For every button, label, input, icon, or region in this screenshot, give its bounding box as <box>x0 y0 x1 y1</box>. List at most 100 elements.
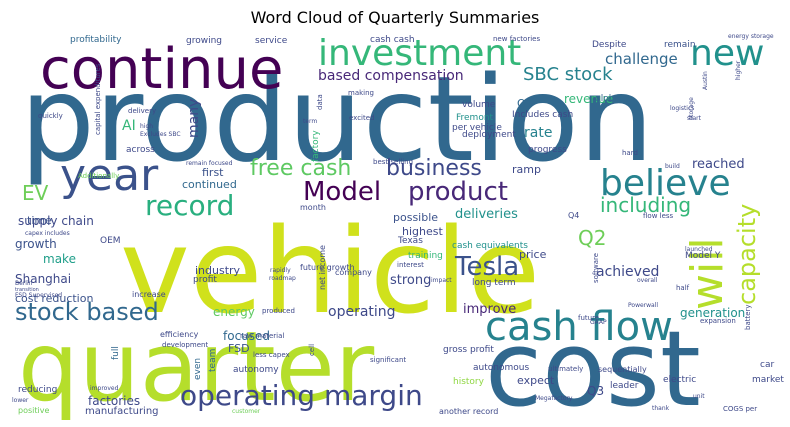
word-additionally: Additionally <box>78 172 119 180</box>
word-generation: generation <box>680 306 745 320</box>
word-customer: customer <box>232 408 261 415</box>
word-fsd-supervised: FSD Supervised <box>15 292 62 299</box>
word-per-vehicle: per vehicle <box>452 123 502 133</box>
word-build: build <box>665 163 680 170</box>
word-rate: rate <box>524 125 552 141</box>
word-price: price <box>519 248 547 261</box>
word-stock-based: stock based <box>15 298 159 326</box>
word-manufacturing: manufacturing <box>85 406 159 417</box>
word-another-record: another record <box>439 407 498 416</box>
word-high: high <box>140 123 153 130</box>
word-leader: leader <box>610 381 639 391</box>
word-business: business <box>386 156 482 181</box>
word-austin: Austin <box>702 71 709 90</box>
word-full: full <box>111 346 121 360</box>
word-new: new <box>690 33 764 74</box>
chart-title: Word Cloud of Quarterly Summaries <box>250 8 540 27</box>
word-many: many <box>186 99 202 138</box>
word-continue: continue <box>40 37 284 102</box>
word-despite: Despite <box>592 40 627 50</box>
word-positive: positive <box>18 406 49 415</box>
word-year: year <box>60 150 159 201</box>
word-sequentially: sequentially <box>598 365 647 374</box>
word-interest: interest <box>397 261 424 269</box>
word-future: future <box>578 314 599 322</box>
word-progress: progress <box>528 145 567 155</box>
word-time: time <box>27 214 52 227</box>
word-reached: reached <box>692 157 745 172</box>
word-texas: Texas <box>397 236 423 246</box>
word-model: Model <box>303 177 381 207</box>
word-highest: highest <box>402 225 443 238</box>
word-company: company <box>335 268 372 277</box>
word-improved: improved <box>90 385 119 392</box>
word-car: car <box>760 360 774 370</box>
word-delivery: delivery <box>128 107 156 115</box>
word-cell: cell <box>308 344 316 356</box>
word-tesla: Tesla <box>454 252 519 282</box>
word-possible: possible <box>393 211 438 224</box>
word-ramp: ramp <box>512 163 541 176</box>
word-long-term: long term <box>472 278 516 288</box>
word-excited: excited <box>349 114 375 122</box>
word-market: market <box>752 375 784 385</box>
word-deliveries: deliveries <box>455 207 518 222</box>
word-service: service <box>255 36 288 46</box>
word-factory: factory <box>311 130 321 162</box>
word-significant: significant <box>370 356 406 364</box>
word-launched: launched <box>685 246 713 253</box>
word-fremont: Fremont <box>456 113 494 123</box>
word-autonomy: autonomy <box>233 365 279 375</box>
word-training: training <box>408 251 443 261</box>
word-half: half <box>676 284 690 292</box>
word-impact: impact <box>431 277 452 284</box>
word-capex-includes: capex includes <box>25 230 70 237</box>
word-history: history <box>453 377 485 387</box>
word-roadmap: roadmap <box>269 275 296 282</box>
word-cost-reduction: cost reduction <box>15 292 93 305</box>
word-cogs-per: COGS per <box>723 405 757 413</box>
word-profit: profit <box>193 275 217 285</box>
word-storage: storage <box>688 97 695 120</box>
word-best-selling: best selling <box>373 158 413 166</box>
word-increase: increase <box>132 290 166 299</box>
word-will: will <box>682 237 733 310</box>
word-remain: remain <box>664 40 696 50</box>
word-produced: produced <box>262 307 295 315</box>
word-product: product <box>408 177 508 207</box>
word-reducing: reducing <box>18 385 57 395</box>
word-factories: factories <box>88 394 140 408</box>
word-lower: lower <box>12 397 29 404</box>
word-development: development <box>162 341 208 349</box>
word-energy: energy <box>213 305 255 319</box>
word-q2: Q2 <box>578 226 606 250</box>
word-capital-expenditures: capital expenditures <box>94 63 102 135</box>
word-improve: improve <box>463 302 516 317</box>
word-logistics: logistics <box>670 105 694 112</box>
word-net-income: net income <box>318 245 327 290</box>
word-achieved: achieved <box>596 264 659 280</box>
word-industry: industry <box>195 264 241 277</box>
word-model-y: Model Y <box>685 251 721 261</box>
word-sbc-stock: SBC stock <box>523 64 613 85</box>
word-unit: unit <box>693 393 705 400</box>
word-higher: higher <box>735 60 742 80</box>
word-supply-chain: supply chain <box>18 214 94 228</box>
word-excludes-sbc: Excludes SBC <box>140 131 181 138</box>
word-cost: cost <box>485 308 701 427</box>
word-investment: investment <box>318 33 521 74</box>
word-q4: Q4 <box>568 211 579 220</box>
word-term: term <box>303 118 317 125</box>
word-includes-cash: Includes cash <box>512 110 573 120</box>
word-deployment: deployment <box>462 130 516 140</box>
word-energy-storage: energy storage <box>728 33 774 40</box>
word-growing: growing <box>186 36 222 46</box>
word-remain-focused: remain focused <box>186 160 233 167</box>
word-free-cash: free cash <box>250 156 351 181</box>
word-growth: growth <box>15 237 57 251</box>
word-focused: focused <box>223 329 270 343</box>
word-expansion: expansion <box>700 317 736 325</box>
word-ai: AI <box>122 118 136 134</box>
word-profitability: profitability <box>70 35 122 45</box>
word-cash-cash: cash cash <box>370 35 415 45</box>
